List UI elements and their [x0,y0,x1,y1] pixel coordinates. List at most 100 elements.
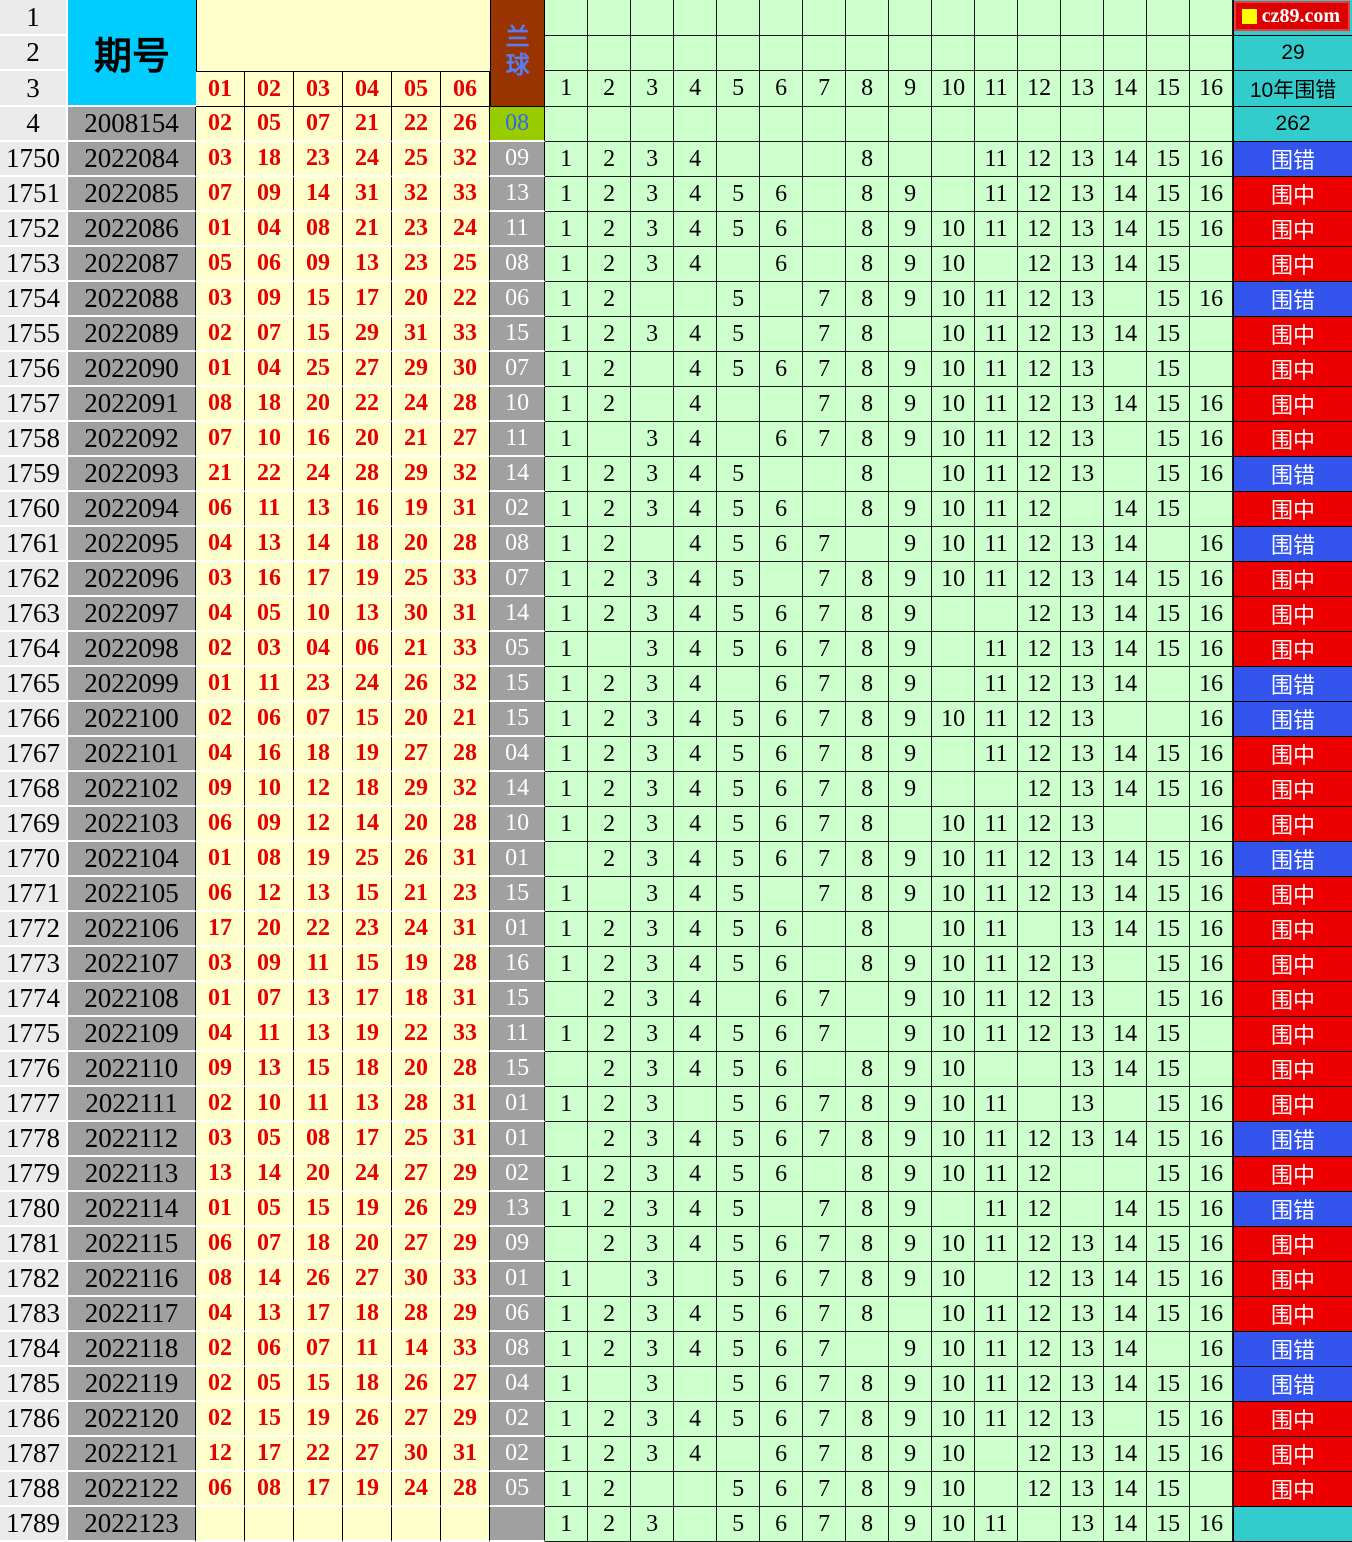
trend-header-spacer [760,36,804,71]
row-index: 1757 [0,387,68,422]
trend-cell [1190,247,1234,282]
site-badge[interactable]: cz89.com [1233,1,1350,31]
trend-cell: 11 [975,317,1019,352]
trend-cell: 10 [932,1262,976,1297]
blue-ball-cell: 08 [490,527,546,562]
trend-cell [717,387,761,422]
table-row: 1753 2022087 05 06 09 13 23 25 08 1 2 3 4 6 8 9 10 12 13 14… [0,247,1352,282]
base-row: 4 2008154 02 05 07 21 22 26 08 262 [0,107,1352,142]
trend-cell: 11 [975,1367,1019,1402]
red-ball-cell: 05 [245,1192,294,1227]
trend-cell: 1 [545,1262,589,1297]
trend-cell: 1 [545,947,589,982]
trend-cell [1104,282,1148,317]
trend-cell: 6 [760,1052,804,1087]
trend-cell: 9 [889,387,933,422]
trend-cell: 15 [1147,1192,1191,1227]
trend-cell: 8 [846,912,890,947]
trend-header-cell: 14 [1104,71,1148,107]
trend-cell [1104,982,1148,1017]
trend-cell: 12 [1018,1332,1062,1367]
trend-cell: 4 [674,1402,718,1437]
trend-cell: 3 [631,1402,675,1437]
trend-cell [1190,352,1234,387]
red-ball-cell: 17 [196,912,245,947]
trend-cell: 15 [1147,1017,1191,1052]
trend-cell: 8 [846,807,890,842]
table-row: 1757 2022091 08 18 20 22 24 28 10 1 2 4 7 8 9 10 11 12 13 1… [0,387,1352,422]
trend-cell: 7 [803,702,847,737]
trend-cell: 5 [717,1227,761,1262]
trend-cell: 4 [674,247,718,282]
trend-cell: 6 [760,422,804,457]
trend-cell: 15 [1147,1507,1191,1542]
trend-cell: 11 [975,1192,1019,1227]
red-ball-cell: 18 [343,1367,392,1402]
trend-cell: 2 [588,807,632,842]
trend-cell: 15 [1147,352,1191,387]
red-ball-cell: 10 [245,772,294,807]
trend-header-cell: 2 [588,71,632,107]
trend-cell: 15 [1147,1227,1191,1262]
period-cell: 2022110 [68,1052,196,1087]
trend-cell: 7 [803,667,847,702]
trend-cell [760,387,804,422]
trend-cell: 6 [760,1507,804,1542]
row-index: 1777 [0,1087,68,1122]
trend-cell: 13 [1061,1437,1105,1472]
trend-cell [1018,912,1062,947]
trend-cell: 8 [846,877,890,912]
trend-cell: 13 [1061,212,1105,247]
trend-cell: 11 [975,387,1019,422]
trend-cell: 13 [1061,387,1105,422]
trend-cell: 2 [588,912,632,947]
trend-cell: 15 [1147,317,1191,352]
trend-cell: 14 [1104,562,1148,597]
table-row: 1750 2022084 03 18 23 24 25 32 09 1 2 3 4 8 11 12 13 14 15… [0,142,1352,177]
period-cell: 2022092 [68,422,196,457]
trend-cell [588,1367,632,1402]
trend-cell: 2 [588,247,632,282]
trend-cell: 12 [1018,457,1062,492]
red-ball-cell: 33 [441,1017,491,1052]
result-cell: 围中 [1233,247,1352,282]
red-ball-cell: 01 [196,212,245,247]
trend-cell: 10 [932,982,976,1017]
trend-cell: 14 [1104,317,1148,352]
trend-cell: 15 [1147,982,1191,1017]
red-ball-cell: 21 [392,877,441,912]
row-index: 1776 [0,1052,68,1087]
trend-cell: 2 [588,1402,632,1437]
trend-cell: 14 [1104,212,1148,247]
red-ball-cell [196,1507,245,1542]
trend-cell: 6 [760,667,804,702]
trend-cell: 8 [846,667,890,702]
trend-cell: 14 [1104,1472,1148,1507]
trend-cell [674,1367,718,1402]
red-ball-cell: 16 [245,737,294,772]
trend-cell: 7 [803,1297,847,1332]
trend-cell: 5 [717,1262,761,1297]
trend-cell [717,667,761,702]
red-ball-cell: 28 [441,737,491,772]
trend-cell: 7 [803,1402,847,1437]
red-ball-cell: 13 [294,1017,343,1052]
trend-cell: 10 [932,1297,976,1332]
trend-cell: 9 [889,1367,933,1402]
trend-cell: 13 [1061,1367,1105,1402]
trend-cell: 4 [674,982,718,1017]
blue-ball-cell: 15 [490,877,546,912]
blue-ball-cell [490,1507,546,1542]
trend-cell: 11 [975,982,1019,1017]
trend-cell: 6 [760,912,804,947]
period-cell: 2022096 [68,562,196,597]
red-ball-cell: 16 [294,422,343,457]
red-ball-cell: 05 [245,597,294,632]
trend-cell: 13 [1061,142,1105,177]
table-row: 1774 2022108 01 07 13 17 18 31 15 2 3 4 6 7 9 10 11 12 13 1… [0,982,1352,1017]
red-ball-cell: 28 [392,1297,441,1332]
trend-cell: 4 [674,422,718,457]
site-badge-square-icon [1241,8,1257,24]
blue-ball-cell: 04 [490,1367,546,1402]
red-ball-cell: 28 [441,387,491,422]
